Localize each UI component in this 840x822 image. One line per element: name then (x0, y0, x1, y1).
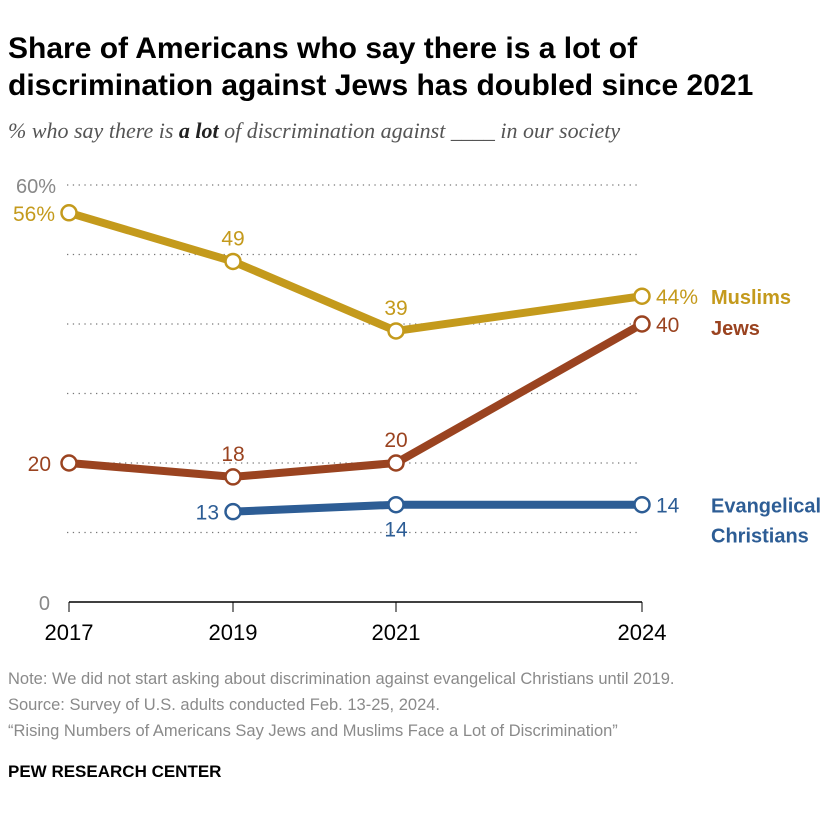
data-label: 14 (384, 519, 408, 542)
data-point (60, 204, 78, 222)
data-point (224, 468, 242, 486)
series-line-jews (68, 320, 644, 481)
data-label: 20 (28, 453, 51, 476)
data-point (633, 315, 651, 333)
data-label: 18 (221, 443, 244, 466)
data-label: 13 (196, 502, 219, 525)
data-point (387, 495, 405, 514)
source: Source: Survey of U.S. adults conducted … (8, 696, 441, 714)
x-tick-label: 2024 (618, 620, 667, 645)
data-label: 40 (656, 314, 679, 337)
note: Note: We did not start asking about disc… (8, 670, 675, 688)
data-label: 14 (656, 495, 680, 518)
data-point (224, 252, 242, 271)
legend-label-jews: Jews (711, 318, 760, 340)
data-point (387, 322, 405, 340)
y-tick-label: 60% (16, 176, 56, 198)
x-tick-label: 2021 (372, 620, 421, 645)
data-point (633, 287, 651, 305)
series-line-evangelical-christians (232, 500, 642, 516)
data-label: 49 (221, 227, 244, 250)
data-label: 20 (384, 429, 407, 452)
chart-subtitle: % who say there is a lot of discriminati… (8, 118, 620, 144)
legend-label-muslims: Muslims (711, 287, 791, 309)
report-title: “Rising Numbers of Americans Say Jews an… (8, 722, 618, 740)
x-tick-label: 2017 (45, 620, 94, 645)
data-point (633, 495, 651, 514)
x-tick-label: 2019 (209, 620, 258, 645)
data-point (224, 502, 242, 521)
chart-title: Share of Americans who say there is a lo… (8, 32, 754, 102)
subtitle-post: of discrimination against ____ in our so… (218, 118, 621, 143)
brand-logo-text: PEW RESEARCH CENTER (8, 762, 222, 781)
data-label: 56% (13, 203, 55, 226)
data-point (60, 454, 78, 472)
line-chart: 60% 0 2017 2019 2021 2024 56% 49 39 44% 20 18 20 40 13… (13, 176, 821, 645)
legend-label-christians: Christians (711, 526, 809, 548)
data-point (387, 454, 405, 472)
data-label: 39 (384, 297, 407, 320)
data-label: 44% (656, 286, 698, 309)
subtitle-bold: a lot (178, 118, 219, 143)
legend-label-evangelical: Evangelical (711, 496, 821, 518)
y-tick-label: 0 (39, 593, 50, 615)
series-line-muslims (67, 208, 643, 335)
subtitle-pre: % who say there is (8, 118, 179, 143)
